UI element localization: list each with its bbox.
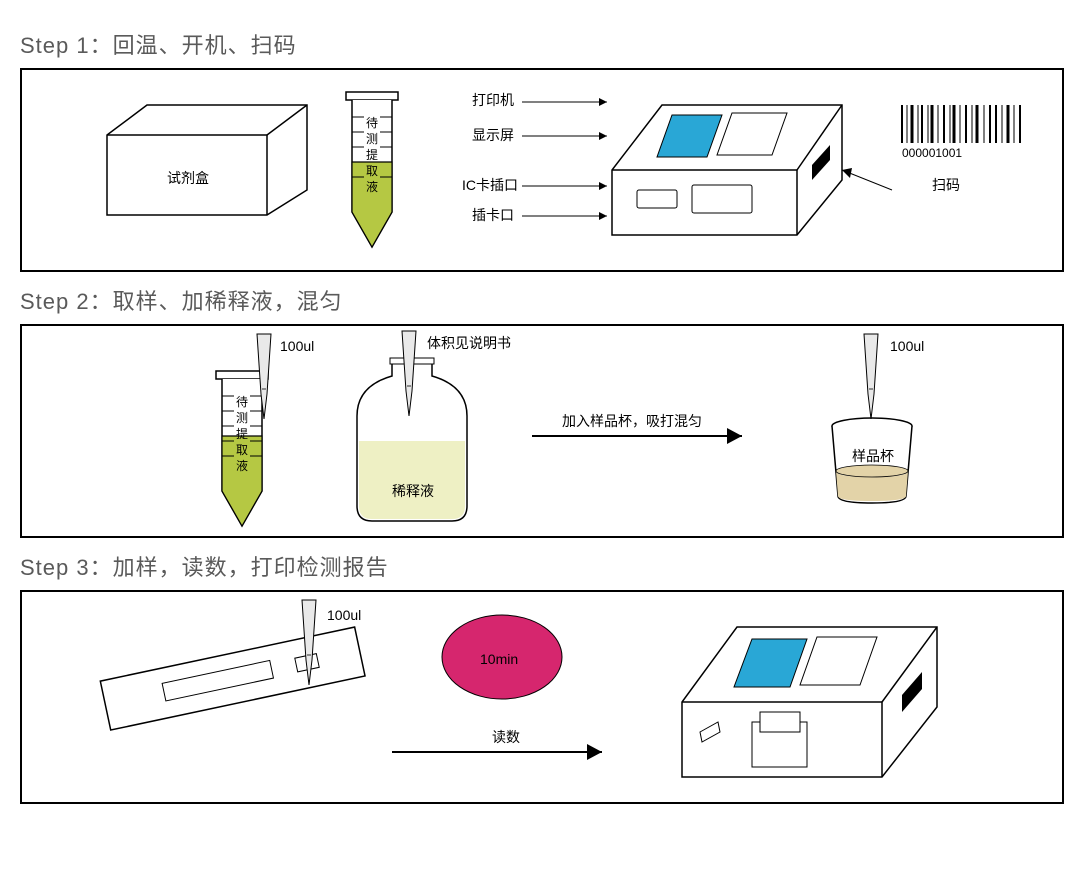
tube-char-4: 液 (366, 179, 378, 194)
dilute-label: 稀释液 (392, 483, 434, 499)
scan-label: 扫码 (932, 177, 960, 193)
tube-char-3: 取 (366, 164, 378, 178)
panel-step3: 100ul 10min 读数 (20, 590, 1064, 804)
pip1-vol: 100ul (280, 338, 314, 354)
label-printer: 打印机 (472, 92, 514, 108)
barcode-icon: 000001001 (902, 105, 1020, 160)
timer-text: 10min (480, 651, 518, 667)
device-labels: 打印机 显示屏 IC卡插口 插卡口 (462, 92, 607, 223)
reagent-box-label: 试剂盒 (167, 170, 209, 186)
step3-title: Step 3：加样，读数，打印检测报告 (20, 550, 1070, 582)
tube-icon: 待 测 提 取 液 (346, 92, 398, 247)
reagent-box-icon: 试剂盒 (107, 105, 307, 215)
t2c3: 取 (236, 443, 248, 457)
t2c2: 提 (236, 426, 248, 441)
analyzer-device2-icon (682, 627, 937, 777)
barcode-text: 000001001 (902, 146, 962, 160)
pip4-vol: 100ul (327, 607, 361, 623)
pipette3-icon (864, 334, 878, 419)
label-cardslot: 插卡口 (472, 207, 514, 223)
test-strip-icon (100, 627, 365, 730)
tube-char-0: 待 (366, 116, 378, 130)
panel-step1: 试剂盒 待 测 提 取 液 打印机 显示屏 IC卡插口 插卡口 (20, 68, 1064, 272)
t2c1: 测 (236, 411, 248, 425)
sample-cup-icon: 样品杯 (832, 418, 912, 503)
read-arrow: 读数 (392, 729, 602, 760)
t2c4: 液 (236, 458, 248, 473)
pip3-vol: 100ul (890, 338, 924, 354)
tube-char-2: 提 (366, 147, 378, 162)
t2c0: 待 (236, 395, 248, 409)
arrow-text-3: 读数 (492, 729, 520, 745)
tube2-icon: 待 测 提 取 液 (216, 371, 268, 526)
panel-step2: 待 测 提 取 液 100ul 稀释液 体积见说明书 加入样品杯，吸打混匀 样品… (20, 324, 1064, 538)
mix-arrow: 加入样品杯，吸打混匀 (532, 413, 742, 444)
scan-arrow: 扫码 (842, 168, 960, 193)
dilute-note: 体积见说明书 (427, 335, 511, 351)
label-icslot: IC卡插口 (462, 177, 518, 193)
cup-label: 样品杯 (852, 448, 894, 464)
timer-icon: 10min (442, 615, 562, 699)
step1-title: Step 1：回温、开机、扫码 (20, 28, 1070, 60)
analyzer-device-icon (612, 105, 842, 235)
arrow-text-2: 加入样品杯，吸打混匀 (562, 413, 702, 429)
tube-char-1: 测 (366, 132, 378, 146)
step2-title: Step 2：取样、加稀释液，混匀 (20, 284, 1070, 316)
label-screen: 显示屏 (472, 127, 514, 143)
